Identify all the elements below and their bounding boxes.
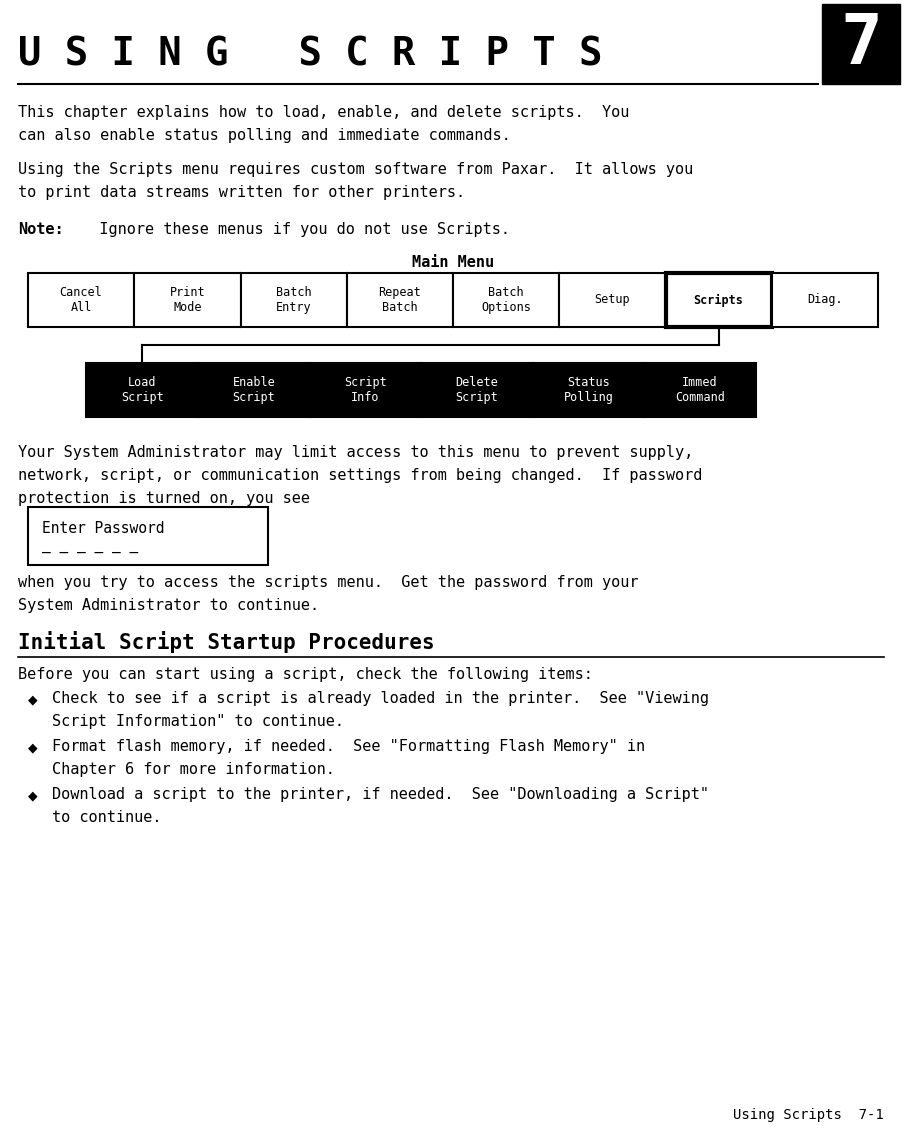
Text: Setup: Setup bbox=[594, 293, 631, 307]
Bar bbox=[559, 273, 666, 327]
Text: Ignore these menus if you do not use Scripts.: Ignore these menus if you do not use Scr… bbox=[72, 222, 510, 236]
Text: – – – – – –: – – – – – – bbox=[42, 545, 139, 561]
Bar bbox=[533, 363, 644, 417]
Text: Using the Scripts menu requires custom software from Paxar.  It allows you
to pr: Using the Scripts menu requires custom s… bbox=[18, 161, 693, 200]
Text: Scripts: Scripts bbox=[694, 293, 744, 307]
Text: Diag.: Diag. bbox=[807, 293, 843, 307]
Bar bbox=[644, 363, 756, 417]
Bar bbox=[310, 363, 421, 417]
Text: Format flash memory, if needed.  See "Formatting Flash Memory" in
Chapter 6 for : Format flash memory, if needed. See "For… bbox=[52, 739, 645, 777]
Text: Load
Script: Load Script bbox=[120, 376, 164, 404]
Bar bbox=[421, 363, 533, 417]
Bar bbox=[134, 273, 240, 327]
Text: 7: 7 bbox=[840, 10, 882, 77]
Text: ◆: ◆ bbox=[28, 741, 38, 754]
Text: Cancel
All: Cancel All bbox=[60, 287, 102, 314]
Bar bbox=[86, 363, 198, 417]
Text: ◆: ◆ bbox=[28, 789, 38, 802]
Bar bbox=[28, 273, 134, 327]
Text: Status
Polling: Status Polling bbox=[564, 376, 613, 404]
Text: Before you can start using a script, check the following items:: Before you can start using a script, che… bbox=[18, 667, 593, 682]
Text: Note:: Note: bbox=[18, 222, 63, 236]
Bar bbox=[28, 507, 268, 565]
Text: Check to see if a script is already loaded in the printer.  See "Viewing
Script : Check to see if a script is already load… bbox=[52, 691, 709, 729]
Bar bbox=[240, 273, 347, 327]
Text: Script
Info: Script Info bbox=[344, 376, 387, 404]
Text: Main Menu: Main Menu bbox=[412, 255, 494, 269]
Text: Print
Mode: Print Mode bbox=[169, 287, 205, 314]
Text: Repeat
Batch: Repeat Batch bbox=[379, 287, 421, 314]
Text: This chapter explains how to load, enable, and delete scripts.  You
can also ena: This chapter explains how to load, enabl… bbox=[18, 105, 630, 143]
Text: Immed
Command: Immed Command bbox=[675, 376, 725, 404]
Text: Batch
Entry: Batch Entry bbox=[275, 287, 312, 314]
Text: U S I N G   S C R I P T S: U S I N G S C R I P T S bbox=[18, 36, 602, 74]
Bar bbox=[347, 273, 453, 327]
Text: Delete
Script: Delete Script bbox=[456, 376, 498, 404]
Bar bbox=[198, 363, 310, 417]
Bar bbox=[666, 273, 772, 327]
Text: ◆: ◆ bbox=[28, 692, 38, 706]
Text: Initial Script Startup Procedures: Initial Script Startup Procedures bbox=[18, 631, 435, 653]
Text: Your System Administrator may limit access to this menu to prevent supply,
netwo: Your System Administrator may limit acce… bbox=[18, 445, 702, 506]
Bar bbox=[772, 273, 878, 327]
Text: when you try to access the scripts menu.  Get the password from your
System Admi: when you try to access the scripts menu.… bbox=[18, 575, 639, 613]
Text: Batch
Options: Batch Options bbox=[481, 287, 531, 314]
Bar bbox=[453, 273, 559, 327]
Text: Using Scripts  7-1: Using Scripts 7-1 bbox=[733, 1107, 884, 1122]
Text: Enable
Script: Enable Script bbox=[233, 376, 275, 404]
Text: Download a script to the printer, if needed.  See "Downloading a Script"
to cont: Download a script to the printer, if nee… bbox=[52, 787, 709, 824]
Text: Enter Password: Enter Password bbox=[42, 521, 165, 536]
Bar bbox=[822, 5, 900, 84]
